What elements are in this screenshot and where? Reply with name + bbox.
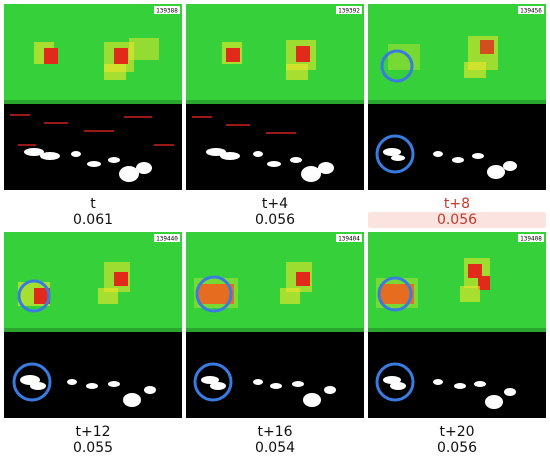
frame-number: 139392 bbox=[338, 8, 360, 15]
frame-panel-t20: 139408 bbox=[368, 232, 546, 418]
caption-t16: t+16 0.054 bbox=[186, 424, 364, 456]
caption-t4: t+4 0.056 bbox=[186, 196, 364, 228]
highlight-circle bbox=[380, 49, 414, 83]
frame-image: 139440 bbox=[4, 232, 182, 418]
caption-t20: t+20 0.056 bbox=[368, 424, 546, 456]
frame-value-highlighted: 0.056 bbox=[436, 212, 478, 228]
frame-number: 139408 bbox=[520, 236, 542, 243]
frame-value: 0.056 bbox=[436, 440, 478, 456]
frame-value: 0.061 bbox=[72, 212, 114, 228]
highlight-circle bbox=[195, 275, 233, 313]
highlight-circle bbox=[377, 276, 413, 312]
caption-t12: t+12 0.055 bbox=[4, 424, 182, 456]
frame-number: 139440 bbox=[156, 236, 178, 243]
frame-value: 0.056 bbox=[254, 212, 296, 228]
frame-number: 139456 bbox=[520, 8, 542, 15]
highlight-circle bbox=[375, 134, 415, 174]
frame-panel-t: 139388 bbox=[4, 4, 182, 190]
frame-image: 139408 bbox=[368, 232, 546, 418]
highlight-circle bbox=[375, 362, 415, 402]
frame-value: 0.054 bbox=[254, 440, 296, 456]
frame-image: 139392 bbox=[186, 4, 364, 190]
frame-value: 0.055 bbox=[72, 440, 114, 456]
highlight-circle bbox=[193, 362, 233, 402]
frame-label: t+12 bbox=[75, 424, 111, 440]
frame-label: t+16 bbox=[257, 424, 293, 440]
highlight-circle bbox=[12, 362, 52, 402]
frame-label: t+8 bbox=[443, 196, 471, 212]
frame-panel-t4: 139392 bbox=[186, 4, 364, 190]
frame-image: 139388 bbox=[4, 4, 182, 190]
frame-label: t bbox=[90, 196, 96, 212]
frame-panel-t12: 139440 bbox=[4, 232, 182, 418]
caption-t: t 0.061 bbox=[4, 196, 182, 228]
frame-value: 0.056 bbox=[368, 212, 546, 228]
frame-number: 139404 bbox=[338, 236, 360, 243]
frame-number: 139388 bbox=[156, 8, 178, 15]
frame-label: t+20 bbox=[439, 424, 475, 440]
frame-image: 139456 bbox=[368, 4, 546, 190]
highlight-circle bbox=[17, 279, 51, 313]
frame-label: t+4 bbox=[261, 196, 289, 212]
frame-panel-t8: 139456 bbox=[368, 4, 546, 190]
frame-panel-t16: 139404 bbox=[186, 232, 364, 418]
caption-t8: t+8 0.056 bbox=[368, 196, 546, 228]
frame-image: 139404 bbox=[186, 232, 364, 418]
